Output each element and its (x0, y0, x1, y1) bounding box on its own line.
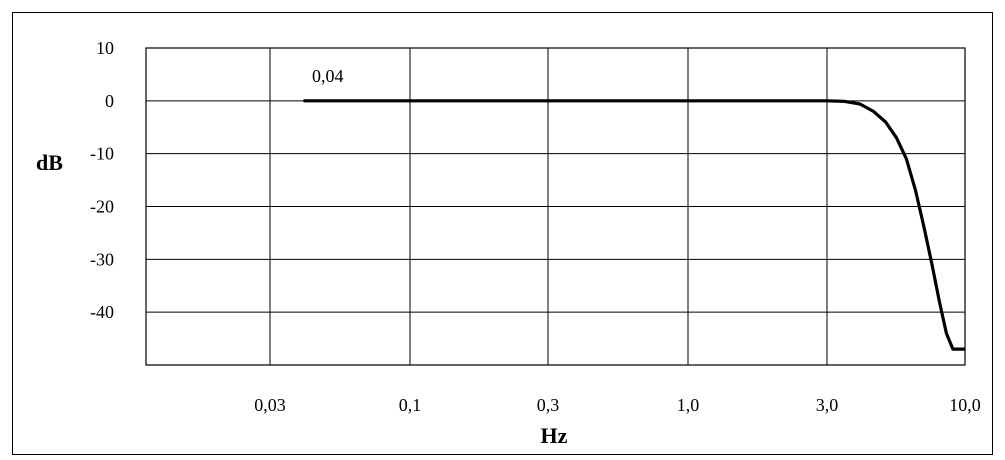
x-tick-labels: 0,03 0,1 0,3 1,0 3,0 10,0 (254, 395, 981, 415)
y-tick-label: -30 (90, 249, 114, 269)
y-tick-label: -20 (90, 197, 114, 217)
series-line (303, 99, 965, 351)
y-tick-labels: 10 0 -10 -20 -30 -40 (90, 38, 114, 322)
x-axis-label: Hz (541, 423, 568, 448)
plot-area-border (145, 47, 966, 366)
annotation-label: 0,04 (312, 66, 344, 86)
y-tick-label: 10 (96, 38, 114, 58)
outer-frame (12, 12, 993, 455)
y-tick-label: 0 (105, 91, 114, 111)
y-axis-label: dB (36, 150, 63, 175)
x-tick-label: 0,03 (254, 395, 286, 415)
x-tick-label: 3,0 (816, 395, 839, 415)
y-tick-label: -10 (90, 144, 114, 164)
x-tick-label: 0,3 (537, 395, 560, 415)
grid-lines (146, 47, 965, 365)
x-tick-label: 10,0 (949, 395, 981, 415)
x-tick-label: 1,0 (677, 395, 700, 415)
y-tick-label: -40 (90, 302, 114, 322)
x-tick-label: 0,1 (399, 395, 422, 415)
